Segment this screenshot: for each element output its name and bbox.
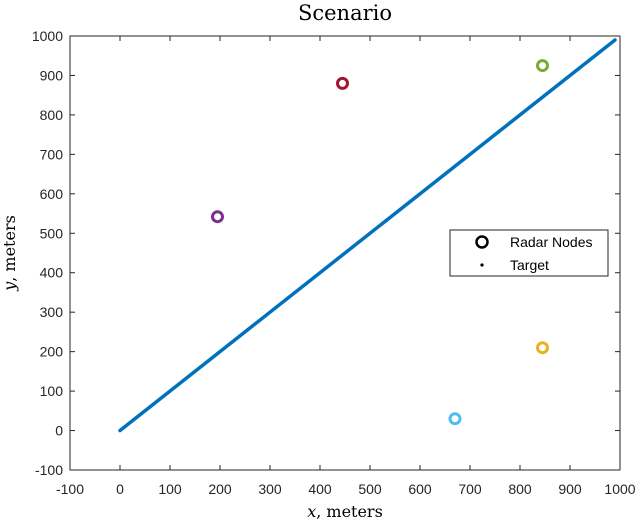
y-tick-label: 300 — [40, 304, 64, 320]
y-axis-ticks: -100 0 100 200 300 400 500 600 700 800 900 1000 — [32, 28, 620, 478]
radar-node-point — [211, 210, 224, 224]
x-tick-label: 0 — [116, 481, 124, 497]
x-tick-label: 300 — [258, 481, 282, 497]
chart-title: Scenario — [298, 1, 392, 25]
legend: Radar Nodes Target — [449, 229, 609, 277]
y-tick-label: 1000 — [32, 28, 63, 44]
y-tick-label: 700 — [40, 146, 64, 162]
x-tick-label: 700 — [458, 481, 482, 497]
y-tick-label: 0 — [55, 423, 63, 439]
y-axis-label: y, meters — [0, 215, 19, 292]
y-tick-label: 900 — [40, 67, 64, 83]
legend-label-radar-nodes: Radar Nodes — [510, 234, 593, 250]
legend-label-target: Target — [510, 257, 549, 273]
y-tick-label: 400 — [40, 265, 64, 281]
x-tick-label: 600 — [408, 481, 432, 497]
y-tick-label: 500 — [40, 225, 64, 241]
x-tick-label: 900 — [558, 481, 582, 497]
radar-node-point — [536, 59, 549, 73]
x-tick-label: 200 — [208, 481, 232, 497]
x-tick-label: -100 — [56, 481, 84, 497]
legend-box — [449, 229, 609, 277]
y-tick-label: 600 — [40, 186, 64, 202]
y-tick-label: 200 — [40, 344, 64, 360]
legend-marker-radar-nodes — [475, 235, 489, 249]
y-tick-label: 100 — [40, 383, 64, 399]
y-tick-label: -100 — [35, 462, 63, 478]
radar-node-point — [536, 341, 549, 355]
x-tick-label: 100 — [158, 481, 182, 497]
x-tick-label: 800 — [508, 481, 532, 497]
legend-marker-target — [480, 263, 484, 267]
x-axis-ticks: -100 0 100 200 300 400 500 600 700 800 900 1000 — [56, 36, 636, 497]
x-tick-label: 400 — [308, 481, 332, 497]
x-tick-label: 500 — [358, 481, 382, 497]
x-axis-label: x, meters — [307, 502, 383, 521]
target-trajectory-line — [118, 38, 617, 433]
radar-node-point — [448, 412, 462, 426]
series-layer — [118, 38, 617, 433]
x-tick-label: 1000 — [604, 481, 635, 497]
y-tick-label: 800 — [40, 107, 64, 123]
radar-node-point — [336, 76, 349, 90]
